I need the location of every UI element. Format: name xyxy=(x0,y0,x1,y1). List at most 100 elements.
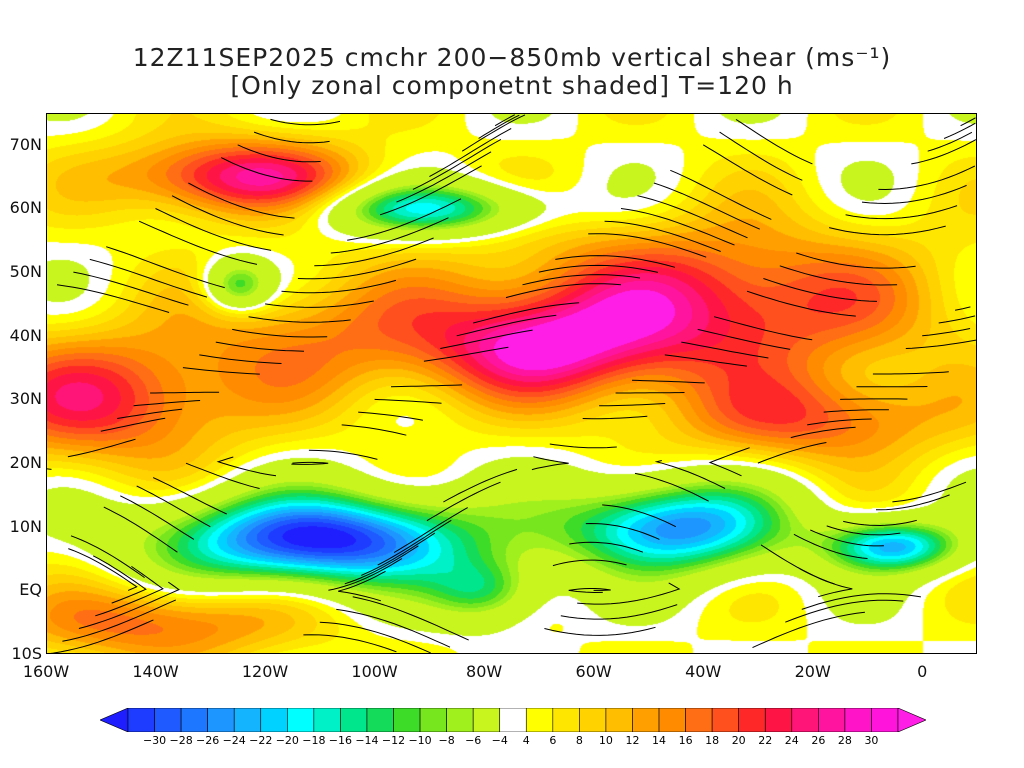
streamline xyxy=(826,525,901,536)
streamline xyxy=(840,398,908,400)
streamline xyxy=(845,205,958,220)
streamline xyxy=(473,302,580,324)
streamline xyxy=(328,558,403,591)
streamline xyxy=(708,447,750,477)
streamline xyxy=(960,117,976,127)
lon-tick-label: 100W xyxy=(351,662,398,681)
streamline xyxy=(341,424,407,436)
colorbar-tick-label: 20 xyxy=(731,734,746,747)
colorbar-tick-label: 6 xyxy=(549,734,557,747)
streamline xyxy=(843,519,917,527)
streamline xyxy=(922,328,971,337)
colorbar-below-triangle xyxy=(100,708,129,732)
lon-tick-label: 80W xyxy=(466,662,503,681)
streamline xyxy=(763,278,878,302)
colorbar-tick-label: −6 xyxy=(465,734,482,747)
streamline xyxy=(314,237,434,267)
streamline xyxy=(911,139,977,165)
streamline xyxy=(588,233,707,258)
colorbar-segment xyxy=(127,708,155,732)
streamline xyxy=(152,477,227,515)
streamline xyxy=(412,138,502,190)
streamline xyxy=(56,284,170,313)
streamline xyxy=(136,485,211,528)
colorbar-tick-label: 10 xyxy=(598,734,613,747)
streamline xyxy=(92,555,147,604)
lat-tick-label: 40N xyxy=(9,325,42,345)
shaded-field xyxy=(46,113,977,654)
title-line-2: [Only zonal componetnt shaded] T=120 h xyxy=(230,71,794,100)
streamline xyxy=(390,384,463,388)
streamline xyxy=(872,371,949,375)
streamline xyxy=(78,581,180,629)
streamline xyxy=(215,341,305,352)
colorbar-tick-label: −28 xyxy=(169,734,193,747)
colorbar-segment xyxy=(180,708,208,732)
streamline xyxy=(810,529,884,547)
colorbar-segment xyxy=(287,708,315,732)
streamline xyxy=(954,306,971,311)
colorbar-segment xyxy=(499,708,527,732)
colorbar-segment xyxy=(685,708,713,732)
streamline xyxy=(938,315,976,324)
map-overlay xyxy=(46,114,977,654)
colorbar-segment xyxy=(366,708,394,732)
colorbar-tick-label: 30 xyxy=(864,734,879,747)
streamline xyxy=(892,481,967,503)
streamline xyxy=(555,255,676,268)
streamline xyxy=(138,220,258,265)
streamline xyxy=(615,392,685,394)
colorbar-above-triangle xyxy=(897,708,926,732)
colorbar-tick-label: 12 xyxy=(625,734,640,747)
streamline xyxy=(319,621,431,654)
streamline xyxy=(620,208,735,246)
lon-tick-label: 0 xyxy=(917,662,928,681)
streamline xyxy=(790,426,856,439)
streamline xyxy=(549,443,617,449)
streamline xyxy=(155,208,272,251)
streamline xyxy=(70,535,145,579)
streamline xyxy=(171,195,284,236)
streamline xyxy=(379,165,482,216)
streamline xyxy=(103,506,178,553)
streamline xyxy=(374,398,442,404)
streamline xyxy=(73,271,189,306)
colorbar-segment xyxy=(393,708,421,732)
streamline xyxy=(599,403,666,407)
colorbar-segment xyxy=(207,708,235,732)
streamline xyxy=(602,504,677,528)
streamline xyxy=(505,283,622,299)
streamline xyxy=(429,128,512,178)
streamline xyxy=(878,165,976,191)
streamline xyxy=(713,316,813,341)
lon-tick-label: 140W xyxy=(132,662,179,681)
colorbar-tick-label: −20 xyxy=(275,734,299,747)
streamline xyxy=(757,442,827,464)
streamline xyxy=(440,329,533,349)
colorbar-tick-label: 14 xyxy=(652,734,667,747)
colorbar-segment xyxy=(711,708,739,732)
colorbar-tick-label: 22 xyxy=(758,734,773,747)
streamline xyxy=(100,417,166,432)
streamline xyxy=(297,258,417,280)
streamline xyxy=(560,604,678,620)
colorbar-tick-label: −4 xyxy=(491,734,508,747)
streamline xyxy=(752,611,865,649)
streamline xyxy=(338,570,386,602)
lon-tick-label: 120W xyxy=(241,662,289,681)
title-line-1: 12Z11SEP2025 cmchr 200−850mb vertical sh… xyxy=(132,43,892,72)
streamline xyxy=(347,198,462,241)
streamline xyxy=(702,144,793,196)
colorbar-tick-label: −18 xyxy=(302,734,326,747)
lat-tick-label: 70N xyxy=(9,134,42,154)
colorbar-tick-label: −8 xyxy=(438,734,455,747)
streamline xyxy=(344,545,419,585)
streamline xyxy=(807,418,872,426)
streamline xyxy=(216,456,277,477)
colorbar-tick-label: 4 xyxy=(522,734,530,747)
colorbar-segment xyxy=(844,708,872,732)
colorbar-segment xyxy=(658,708,686,732)
colorbar-segment xyxy=(446,708,474,732)
streamline xyxy=(46,619,154,654)
streamline xyxy=(697,328,791,350)
